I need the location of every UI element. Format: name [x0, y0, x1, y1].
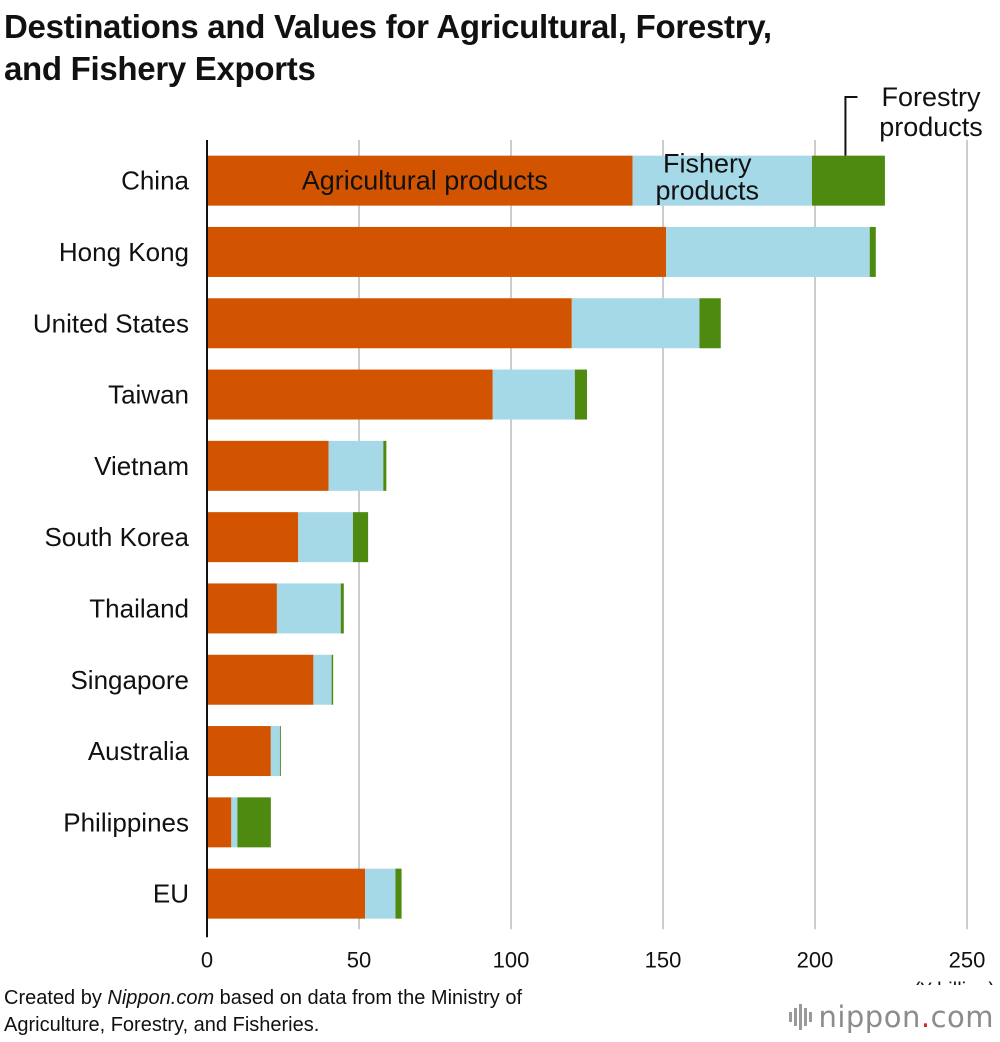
bar-thailand-agricultural	[207, 583, 277, 634]
x-tick-label-100: 100	[493, 947, 530, 972]
bar-china-fishery	[632, 155, 812, 206]
source-site-name: Nippon.com	[107, 987, 215, 1009]
bar-vietnam-forestry	[383, 440, 387, 491]
bar-singapore-forestry	[331, 654, 334, 705]
bar-philippines-forestry	[237, 797, 271, 848]
bar-vietnam-fishery	[328, 440, 384, 491]
forestry-leader-line	[844, 96, 858, 156]
bar-australia-fishery	[270, 726, 280, 777]
logo-bars-icon	[789, 1002, 813, 1032]
chart-title: Destinations and Values for Agricultural…	[4, 6, 994, 90]
x-tick-label-250: 250	[949, 947, 986, 972]
label-forestry-products-line-2: products	[879, 112, 983, 142]
label-agricultural-products: Agricultural products	[302, 166, 548, 196]
bar-vietnam-agricultural	[207, 440, 329, 491]
bar-eu-forestry	[395, 868, 402, 919]
bar-singapore-agricultural	[207, 654, 314, 705]
bar-south-korea-fishery	[298, 512, 353, 563]
bar-philippines-fishery	[231, 797, 238, 848]
category-label-china: China	[121, 166, 189, 196]
x-tick-label-200: 200	[797, 947, 834, 972]
bar-philippines-agricultural	[207, 797, 232, 848]
source-note: Created by Nippon.com based on data from…	[4, 985, 522, 1039]
stacked-bar-chart: China Hong Kong United States Taiwan Vietnam…	[33, 82, 995, 985]
bar-taiwan-forestry	[574, 369, 587, 420]
bar-thailand-fishery	[276, 583, 341, 634]
x-tick-label-150: 150	[645, 947, 682, 972]
bar-eu-fishery	[365, 868, 396, 919]
bar-united-states-fishery	[571, 298, 700, 349]
nippon-logo: nippon.com	[789, 1000, 994, 1034]
bar-hong-kong-fishery	[666, 226, 870, 277]
category-label-singapore: Singapore	[70, 665, 189, 695]
bar-taiwan-agricultural	[207, 369, 493, 420]
category-label-australia: Australia	[88, 736, 190, 766]
category-label-philippines: Philippines	[63, 807, 189, 837]
category-label-hong-kong: Hong Kong	[59, 237, 189, 267]
x-tick-label-50: 50	[347, 947, 371, 972]
label-forestry-products-line-1: Forestry	[881, 82, 981, 112]
label-fishery-products-line-2: products	[655, 176, 759, 206]
bar-china-agricultural	[207, 155, 633, 206]
chart-title-line-2: and Fishery Exports	[4, 50, 316, 87]
bar-china-forestry	[811, 155, 885, 206]
chart-title-line-1: Destinations and Values for Agricultural…	[4, 8, 772, 45]
bar-australia-agricultural	[207, 726, 271, 777]
bar-south-korea-agricultural	[207, 512, 299, 563]
category-label-eu: EU	[153, 879, 189, 909]
category-label-south-korea: South Korea	[44, 522, 189, 552]
source-line-1: Created by Nippon.com based on data from…	[4, 987, 523, 1009]
bar-united-states-agricultural	[207, 298, 572, 349]
category-label-thailand: Thailand	[89, 593, 189, 623]
bar-singapore-fishery	[313, 654, 332, 705]
bar-taiwan-fishery	[492, 369, 575, 420]
bar-thailand-forestry	[340, 583, 344, 634]
x-tick-label-0: 0	[201, 947, 213, 972]
source-line-2: Agriculture, Forestry, and Fisheries.	[4, 1014, 320, 1036]
bar-eu-agricultural	[207, 868, 366, 919]
category-label-united-states: United States	[33, 308, 189, 338]
x-axis-unit: (¥ billion)	[914, 979, 995, 985]
bar-australia-forestry	[279, 726, 281, 777]
bar-south-korea-forestry	[352, 512, 369, 563]
bar-hong-kong-agricultural	[207, 226, 667, 277]
label-fishery-products-line-1: Fishery	[663, 149, 752, 179]
category-label-taiwan: Taiwan	[108, 380, 189, 410]
bar-hong-kong-forestry	[869, 226, 876, 277]
category-label-vietnam: Vietnam	[94, 451, 189, 481]
bar-united-states-forestry	[699, 298, 721, 349]
